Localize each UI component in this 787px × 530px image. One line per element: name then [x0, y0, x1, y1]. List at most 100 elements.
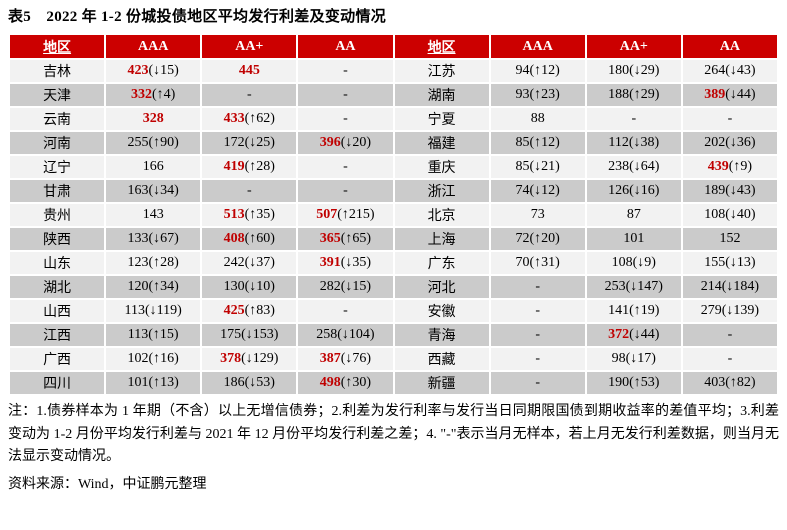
spread-change: (↓16) [629, 183, 660, 198]
spread-value: 189 [704, 183, 726, 198]
region-cell: 重庆 [392, 154, 491, 180]
spread-value: 190 [608, 375, 630, 390]
spread-change: (↑23) [529, 87, 560, 102]
spread-change: (↑28) [148, 255, 179, 270]
spread-value: 264 [704, 63, 726, 78]
spread-value: 101 [127, 375, 149, 390]
value-cell: 425(↑83) [200, 298, 299, 324]
table-row: 山西 113(↓119) 425(↑83) - 安徽 -141(↑19) 279(↓139) [7, 298, 780, 324]
value-cell: 108(↓40) [680, 202, 780, 228]
spread-change: (↑65) [340, 231, 372, 246]
spread-value: 188 [608, 87, 630, 102]
value-cell: 152 [680, 226, 780, 252]
spread-change: (↓44) [725, 87, 756, 102]
region-cell: 河北 [392, 274, 491, 300]
highlighted-spread-value: 396 [319, 135, 341, 150]
spread-change: (↑29) [629, 87, 660, 102]
value-cell: 180(↓29) [584, 58, 683, 84]
spread-change: (↓119) [145, 303, 182, 318]
region-cell: 四川 [7, 370, 107, 396]
spread-value: 70 [515, 255, 530, 270]
spread-change: (↓76) [340, 351, 372, 366]
spread-change: (↑53) [629, 375, 660, 390]
spread-change: (↓36) [725, 135, 756, 150]
highlighted-spread-value: 372 [608, 327, 630, 342]
footnote: 注：1.债券样本为 1 年期（不含）以上无增信债券；2.利差为发行利率与发行当日… [8, 404, 779, 465]
column-header-aaa-left: AAA [104, 33, 203, 60]
column-header-label: AA [719, 38, 741, 54]
table-header: 地区 AAA AA+ AA 地区 AAA AA+ AA [7, 33, 780, 60]
table-title: 表5 2022 年 1-2 份城投债地区平均发行利差及变动情况 [8, 9, 387, 25]
spread-value: 253 [604, 279, 626, 294]
spread-value: 279 [700, 303, 722, 318]
highlighted-spread-value: 423 [127, 63, 149, 78]
value-cell: - [200, 82, 299, 108]
spread-change: (↓67) [148, 231, 179, 246]
table-row: 天津 332(↑4) - - 湖南 93(↑23) 188(↑29) 389(↓44) [7, 82, 780, 108]
spread-value: 152 [719, 231, 741, 246]
spread-table: 地区 AAA AA+ AA 地区 AAA AA+ AA 吉林 423(↓15) 44… [7, 33, 780, 396]
spread-value: - [631, 111, 637, 126]
value-cell: 439(↑9) [680, 154, 780, 180]
value-cell: 242(↓37) [200, 250, 299, 276]
spread-value: 214 [700, 279, 722, 294]
region-cell: 贵州 [7, 202, 107, 228]
value-cell: 85(↓21) [488, 154, 587, 180]
value-cell: - [488, 322, 587, 348]
value-cell: 88 [488, 106, 587, 132]
spread-value: 108 [611, 255, 633, 270]
spread-change: (↓17) [625, 351, 656, 366]
highlighted-spread-value: 328 [142, 111, 164, 126]
spread-change: (↓35) [340, 255, 372, 270]
spread-change: (↓43) [725, 63, 756, 78]
spread-value: 85 [515, 135, 530, 150]
value-cell: 186(↓53) [200, 370, 299, 396]
spread-change: (↓43) [725, 183, 756, 198]
region-cell: 福建 [392, 130, 491, 156]
value-cell: 389(↓44) [680, 82, 780, 108]
spread-change: (↑62) [244, 111, 275, 126]
spread-value: - [535, 327, 541, 342]
spread-change: (↑35) [244, 207, 275, 222]
spread-value: - [727, 111, 733, 126]
spread-change: (↑20) [529, 231, 560, 246]
spread-value: 88 [530, 111, 545, 126]
region-cell: 青海 [392, 322, 491, 348]
value-cell: 112(↓38) [584, 130, 683, 156]
spread-value: - [343, 183, 348, 198]
report-table-page: 表5 2022 年 1-2 份城投债地区平均发行利差及变动情况 地区 AAA A… [7, 9, 780, 492]
column-header-aaplus-left: AA+ [200, 33, 299, 60]
value-cell: - [296, 154, 395, 180]
value-cell: 507(↑215) [296, 202, 395, 228]
value-cell: 255(↑90) [104, 130, 203, 156]
table-row: 吉林 423(↓15) 445- 江苏 94(↑12) 180(↓29) 264(↓43) [7, 58, 780, 84]
value-cell: - [488, 298, 587, 324]
value-cell: 202(↓36) [680, 130, 780, 156]
highlighted-spread-value: 498 [319, 375, 341, 390]
spread-change: (↑15) [148, 327, 179, 342]
spread-value: 98 [611, 351, 626, 366]
region-cell: 山东 [7, 250, 107, 276]
column-header-aaplus-right: AA+ [584, 33, 683, 60]
spread-value: 143 [142, 207, 164, 222]
region-cell: 江西 [7, 322, 107, 348]
highlighted-spread-value: 365 [319, 231, 341, 246]
spread-value: 93 [515, 87, 530, 102]
spread-value: 258 [316, 327, 338, 342]
table-body: 吉林 423(↓15) 445- 江苏 94(↑12) 180(↓29) 264(↓43) 天… [7, 58, 780, 396]
spread-change: (↓9) [632, 255, 656, 270]
value-cell: 419(↑28) [200, 154, 299, 180]
value-cell: 423(↓15) [104, 58, 203, 84]
spread-value: 126 [608, 183, 630, 198]
region-cell: 湖北 [7, 274, 107, 300]
spread-change: (↓53) [244, 375, 275, 390]
region-cell: 广西 [7, 346, 107, 372]
spread-change: (↑4) [152, 87, 176, 102]
spread-change: (↓20) [340, 135, 372, 150]
value-cell: - [488, 274, 587, 300]
value-cell: 113(↑15) [104, 322, 203, 348]
spread-value: 94 [515, 63, 530, 78]
spread-change: (↑90) [148, 135, 179, 150]
spread-value: 166 [142, 159, 164, 174]
header-row: 地区 AAA AA+ AA 地区 AAA AA+ AA [7, 33, 780, 60]
